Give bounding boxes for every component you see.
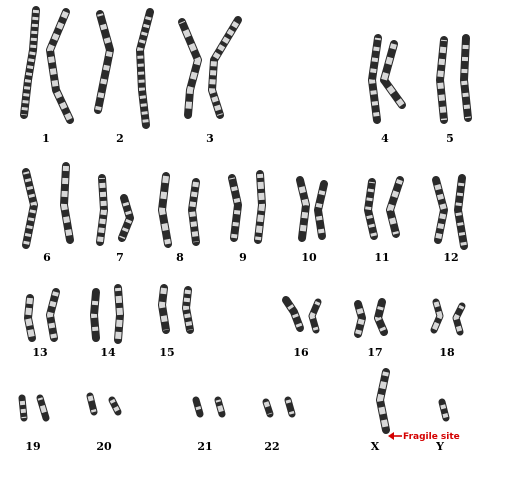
chromosome-pair-6 [22,162,74,249]
chromosome-label-21: 21 [197,440,212,453]
chromosome-label-X: X [371,440,380,453]
chromosome-homolog [96,174,108,246]
chromosome-homolog [284,396,296,418]
chromosome-pair-20 [86,392,122,416]
chromosome-pair-17 [354,298,388,338]
chromosome-label-10: 10 [301,251,317,264]
chromosome-label-11: 11 [374,251,389,264]
arrow-head-icon [388,432,394,440]
chromosome-homolog [46,288,60,342]
chromosome-homolog [214,396,226,418]
chromosome-homolog [114,284,124,344]
chromosome-homolog [24,294,36,342]
chromosome-homolog [46,8,74,124]
chromosome-label-16: 16 [293,346,309,359]
chromosome-homolog [192,396,204,418]
chromosome-label-17: 17 [367,346,382,359]
chromosome-homolog [452,302,466,336]
chromosome-pair-12 [432,174,468,250]
chromosome-label-Y: Y [435,440,444,453]
chromosome-homolog [354,300,366,338]
chromosome-homolog [386,176,404,238]
chromosome-pair-7 [96,174,134,246]
chromosome-pair-8 [158,172,200,248]
chromosome-label-3: 3 [206,132,214,145]
chromosome-label-8: 8 [176,251,184,264]
chromosome-homolog [314,180,328,240]
chromosome-homolog [188,178,200,246]
chromosome-pair-21 [192,396,226,418]
chromosome-label-18: 18 [439,346,455,359]
chromosome-homolog [262,398,274,418]
chromosome-label-22: 22 [264,440,279,453]
chromosome-label-7: 7 [116,251,124,264]
chromosome-homolog [254,170,266,244]
chromosome-pair-10 [296,176,328,242]
chromosome-homolog [22,168,38,249]
chromosome-homolog [118,194,134,242]
chromosome-homolog [90,288,100,342]
chromosome-label-12: 12 [443,251,458,264]
chromosome-pair-13 [24,288,60,342]
chromosome-pair-15 [158,284,194,334]
chromosome-label-4: 4 [381,132,389,145]
chromosome-homolog [374,298,388,336]
chromosome-homolog [454,174,468,250]
chromosome-homolog [368,34,382,124]
chromosome-pair-5 [436,34,472,124]
chromosome-homolog [460,34,472,122]
chromosome-label-5: 5 [446,132,454,145]
chromosome-homolog [432,176,448,244]
chromosome-homolog [364,178,378,240]
chromosome-pair-11 [364,176,404,240]
chromosome-label-9: 9 [239,251,247,264]
chromosome-homolog [60,162,74,244]
chromosome-homolog [208,16,242,119]
chromosome-homolog [430,298,444,334]
chromosome-homolog [20,6,40,119]
chromosome-pair-22 [262,396,296,418]
chromosome-pair-2 [94,8,154,129]
chromosome-homolog [380,40,406,109]
chromosome-homolog [136,8,154,129]
chromosome-pair-16 [282,296,322,334]
chromosome-homolog [308,298,322,334]
chromosome-pair-1 [20,6,74,124]
chromosome-label-6: 6 [43,251,51,264]
chromosome-homolog [436,36,448,124]
chromosome-pair-4 [368,34,406,124]
fragile-site-annotation: Fragile site [388,432,460,442]
chromosome-label-14: 14 [100,346,116,359]
chromosome-homolog [108,396,122,416]
fragile-site-label: Fragile site [403,432,460,442]
chromosome-homolog [228,174,242,242]
chromosome-label-20: 20 [96,440,112,453]
chromosome-homolog [296,176,310,242]
chromosome-homolog [182,286,194,334]
chromosome-homolog [36,394,50,422]
chromosome-homolog [282,296,304,332]
chromosome-pair-X [376,368,390,434]
chromosome-homolog [86,392,98,416]
chromosome-homolog [178,18,202,119]
chromosome-pair-14 [90,284,124,344]
chromosome-label-19: 19 [25,440,40,453]
chromosome-label-13: 13 [32,346,47,359]
chromosome-homolog [18,394,28,422]
chromosome-pair-19 [18,394,50,422]
chromosome-pair-3 [178,16,242,119]
chromosome-homolog [376,368,390,434]
chromosome-homolog [438,398,450,422]
chromosome-homolog [94,10,114,114]
chromosome-label-15: 15 [159,346,174,359]
chromosome-pair-9 [228,170,266,244]
chromosome-pair-18 [430,298,466,336]
chromosome-pair-Y [438,398,450,422]
chromosome-homolog [158,284,170,334]
chromosome-homolog [158,172,172,248]
chromosome-label-1: 1 [42,132,50,145]
chromosome-label-2: 2 [116,132,124,145]
